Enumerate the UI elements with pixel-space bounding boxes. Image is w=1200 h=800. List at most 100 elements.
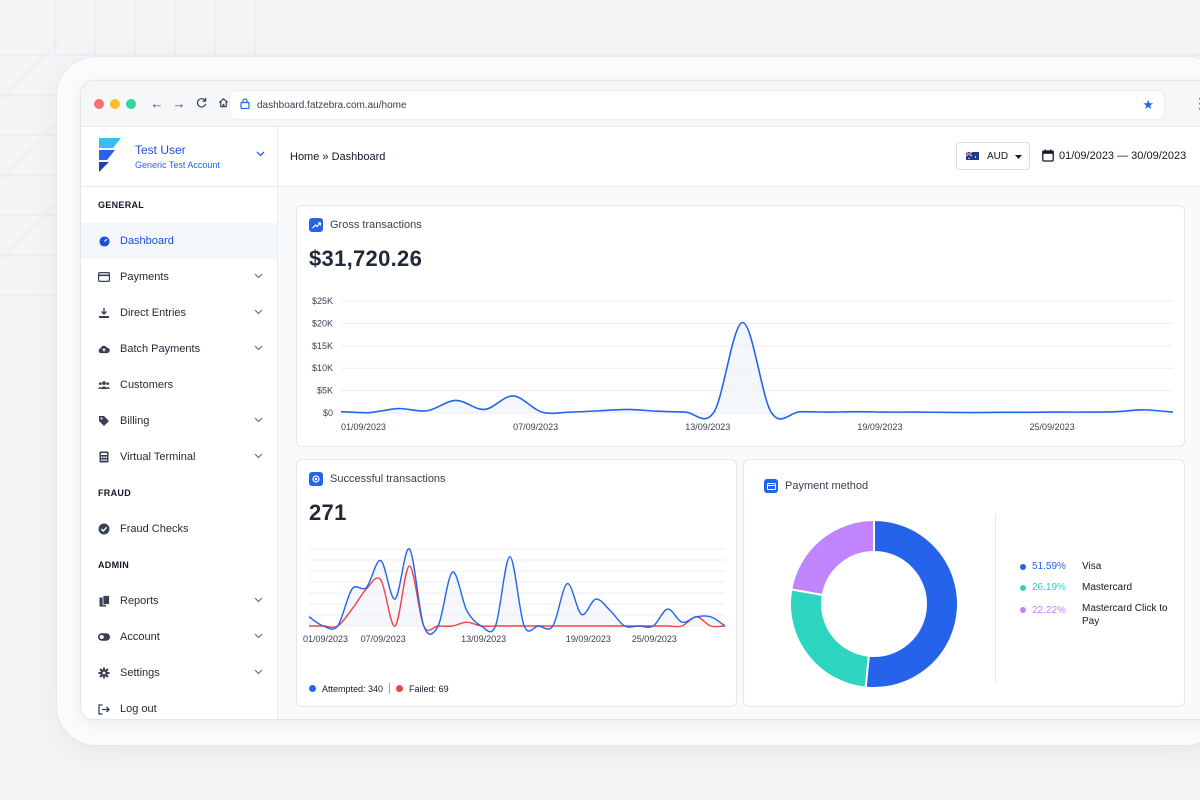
x-tick-label: 19/09/2023: [566, 634, 611, 644]
gross-value: $31,720.26: [309, 246, 423, 271]
y-tick-label: $15K: [312, 341, 333, 351]
sidebar-item-reports[interactable]: Reports: [81, 583, 277, 619]
card-title: Payment method: [785, 480, 869, 492]
credit-card-icon: [764, 479, 778, 493]
browser-window: ← → dashboard.fatzebra.com.au/home ★ ⋮: [80, 80, 1200, 720]
failed-legend-dot: [396, 685, 404, 692]
top-bar: Home » Dashboard AUD 01/09/2023 — 30/09/…: [278, 127, 1200, 187]
sidebar-item-settings[interactable]: Settings: [81, 655, 277, 691]
sidebar-item-batch-payments[interactable]: Batch Payments: [81, 331, 277, 367]
donut-divider: [995, 514, 996, 682]
y-tick-label: $10K: [312, 363, 333, 373]
payment-method-legend: 51.59% Visa 26.19% Mastercard 22.22% Mas…: [1020, 560, 1174, 636]
gross-transactions-card: Gross transactions $31,720.26 $0 $5K $10K $…: [296, 205, 1185, 447]
sidebar-item-label: Customers: [120, 379, 174, 391]
chevron-down-icon: [254, 667, 263, 677]
successful-transactions-card: Successful transactions 271 01/09/2023 07…: [296, 459, 737, 707]
legend-label: Visa: [1082, 561, 1102, 572]
sidebar-item-label: Account: [120, 631, 160, 643]
australia-flag-icon: [966, 152, 979, 160]
sidebar-item-virtual-terminal[interactable]: Virtual Terminal: [81, 439, 277, 475]
successful-value: 271: [309, 500, 347, 525]
download-icon: [98, 307, 110, 319]
cloud-upload-icon: [98, 343, 110, 355]
legend-label: Mastercard Click to Pay: [1082, 603, 1168, 627]
y-tick-label: $0: [323, 408, 333, 418]
sidebar-item-label: Dashboard: [120, 235, 174, 247]
credit-card-icon: [98, 271, 110, 283]
forward-arrow-icon[interactable]: →: [172, 96, 186, 111]
chevron-down-icon: [254, 631, 263, 641]
attempted-series-line: [308, 548, 726, 635]
sidebar-item-log-out[interactable]: Log out: [81, 691, 277, 719]
mastercard-dot: [1020, 584, 1026, 591]
chevron-down-icon: [254, 595, 263, 605]
legend-divider: [389, 683, 391, 694]
sidebar-item-billing[interactable]: Billing: [81, 403, 277, 439]
x-tick-label: 25/09/2023: [632, 634, 677, 644]
sidebar-item-fraud-checks[interactable]: Fraud Checks: [81, 511, 277, 547]
x-tick-label: 19/09/2023: [857, 422, 902, 432]
chevron-down-icon: [254, 271, 263, 281]
chevron-down-icon: [254, 451, 263, 461]
chevron-down-icon: [256, 149, 265, 160]
section-title-general: GENERAL: [98, 200, 145, 210]
donut-slice-visa: [864, 518, 959, 689]
sidebar-item-label: Reports: [120, 595, 159, 607]
x-tick-label: 07/09/2023: [361, 634, 406, 644]
gross-series-line: [340, 321, 1174, 420]
y-tick-label: $25K: [312, 296, 333, 306]
sidebar-item-payments[interactable]: Payments: [81, 259, 277, 295]
legend-item-visa: 51.59% Visa: [1020, 560, 1174, 573]
record-icon: [309, 472, 323, 486]
account-subtitle: Generic Test Account: [135, 160, 220, 170]
maximize-window-button[interactable]: [126, 98, 136, 109]
gross-area: [341, 322, 1173, 419]
minimize-window-button[interactable]: [110, 98, 120, 109]
date-range-picker[interactable]: 01/09/2023 — 30/09/2023: [1042, 149, 1186, 162]
trending-up-icon: [309, 218, 323, 232]
x-tick-label: 13/09/2023: [461, 634, 506, 644]
legend-attempted: Attempted: 340: [322, 683, 384, 694]
calculator-icon: [98, 451, 110, 463]
chevron-down-icon: [254, 343, 263, 353]
x-tick-label: 13/09/2023: [685, 422, 730, 432]
attempted-legend-dot: [309, 685, 316, 692]
logout-icon: [98, 703, 110, 715]
address-bar[interactable]: dashboard.fatzebra.com.au/home ★: [229, 90, 1165, 120]
gross-transactions-chart: $0 $5K $10K $15K $20K $25K 01/09/2023 07/09/202…: [312, 296, 1174, 432]
check-circle-icon: [98, 523, 110, 535]
x-tick-label: 01/09/2023: [341, 422, 386, 432]
sidebar-item-customers[interactable]: Customers: [81, 367, 277, 403]
sidebar-item-label: Billing: [120, 415, 150, 427]
home-icon[interactable]: [216, 96, 230, 111]
currency-value: AUD: [987, 150, 1009, 162]
visa-dot: [1020, 563, 1026, 570]
browser-menu-icon[interactable]: ⋮: [1193, 96, 1200, 110]
sidebar-item-account[interactable]: Account: [81, 619, 277, 655]
donut-slice-mastercard: [789, 588, 870, 689]
legend-pct: 51.59%: [1032, 561, 1066, 572]
tags-icon: [98, 415, 110, 427]
window-controls: [94, 98, 136, 109]
sidebar-item-direct-entries[interactable]: Direct Entries: [81, 295, 277, 331]
x-tick-label: 25/09/2023: [1030, 422, 1075, 432]
sidebar-item-label: Fraud Checks: [120, 523, 189, 535]
bookmark-star-icon[interactable]: ★: [1142, 97, 1154, 112]
close-window-button[interactable]: [94, 98, 104, 109]
card-title: Successful transactions: [330, 473, 446, 485]
sidebar-item-dashboard[interactable]: Dashboard: [81, 223, 277, 259]
back-arrow-icon[interactable]: ←: [150, 96, 164, 111]
reload-icon[interactable]: [194, 96, 208, 111]
successful-legend: Attempted: 340 Failed: 69: [309, 683, 449, 694]
account-switcher[interactable]: Test User Generic Test Account: [81, 127, 277, 187]
currency-select[interactable]: AUD: [956, 142, 1030, 170]
dashboard-icon: [98, 235, 110, 247]
copy-icon: [98, 595, 110, 607]
date-range-value: 01/09/2023 — 30/09/2023: [1059, 149, 1187, 162]
calendar-icon: [1042, 149, 1054, 162]
x-tick-label: 01/09/2023: [303, 634, 348, 644]
sidebar-item-label: Settings: [120, 667, 160, 679]
browser-toolbar: ← → dashboard.fatzebra.com.au/home ★ ⋮: [81, 81, 1200, 127]
lock-icon: [240, 96, 250, 114]
